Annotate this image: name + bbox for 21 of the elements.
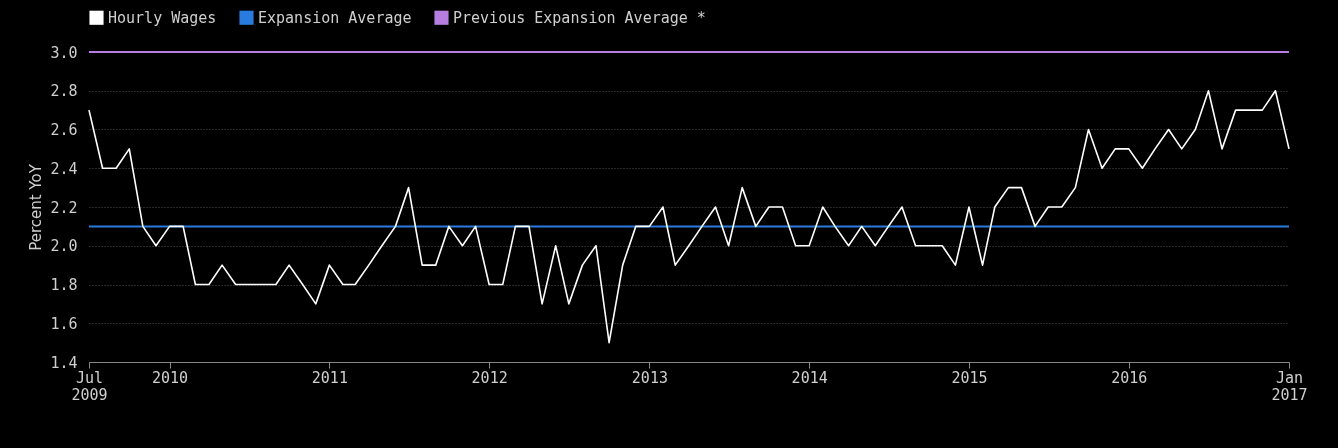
y-tick-label: 1.8 — [50, 276, 78, 294]
legend-label: Previous Expansion Average * — [453, 8, 706, 27]
x-tick-label: Jan 2017 — [1271, 368, 1308, 404]
x-tick-label: 2010 — [151, 368, 189, 387]
x-tick-label: 2016 — [1111, 368, 1148, 387]
y-tick-label: 1.6 — [50, 314, 78, 333]
x-tick-label: 2014 — [791, 368, 828, 387]
legend-label: Expansion Average — [258, 8, 412, 27]
legend-label: Hourly Wages — [108, 8, 217, 27]
x-tick-label: 2013 — [631, 368, 668, 387]
y-tick-label: 2.4 — [50, 159, 78, 178]
y-tick-label: 3.0 — [50, 43, 78, 62]
y-tick-label: 2.0 — [50, 237, 78, 256]
y-tick-label: 2.8 — [50, 82, 78, 101]
x-tick-label: 2011 — [311, 368, 348, 387]
x-tick-label: 2012 — [471, 368, 508, 387]
y-tick-label: 2.2 — [50, 198, 78, 217]
x-tick-label: 2015 — [951, 368, 988, 387]
y-tick-label: 2.6 — [50, 121, 78, 139]
line-series — [88, 89, 1290, 344]
y-axis-title: Percent YoY — [27, 163, 46, 251]
